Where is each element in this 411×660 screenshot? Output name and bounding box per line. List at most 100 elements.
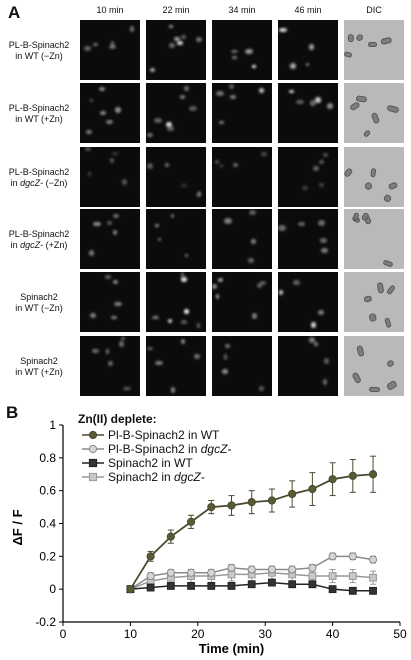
fluorescent-cell bbox=[180, 95, 186, 99]
data-point bbox=[348, 471, 357, 480]
fluorescent-cell bbox=[181, 183, 188, 188]
dic-image bbox=[344, 20, 404, 80]
fluorescent-cell bbox=[318, 183, 324, 187]
fluorescent-cell bbox=[155, 224, 159, 228]
fluorescent-cell bbox=[218, 278, 224, 282]
fluorescent-cell bbox=[278, 225, 286, 232]
fluorescent-cell bbox=[155, 360, 163, 366]
fluorescent-cell bbox=[189, 105, 198, 111]
data-point bbox=[186, 568, 196, 577]
fluorescent-cell bbox=[219, 164, 224, 168]
fluorescent-cell bbox=[180, 319, 188, 324]
bacterial-cell bbox=[368, 312, 378, 322]
fluorescent-cell bbox=[323, 152, 329, 157]
fluorescent-cell bbox=[314, 97, 321, 103]
data-point bbox=[348, 572, 357, 580]
fluorescent-cell bbox=[90, 313, 97, 318]
legend-entry: Spinach2 in dgcZ- bbox=[82, 470, 205, 484]
y-tick-label: 1 bbox=[49, 418, 56, 432]
fluorescent-cell bbox=[98, 87, 105, 91]
row-label: Spinach2 in WT (−Zn) bbox=[0, 292, 78, 314]
fluorescent-cell bbox=[311, 322, 316, 329]
column-header: 10 min bbox=[96, 5, 124, 15]
fluorescence-image bbox=[278, 20, 338, 80]
y-tick-label: 0 bbox=[49, 582, 56, 596]
data-point bbox=[308, 580, 317, 589]
data-point bbox=[368, 555, 378, 564]
data-point bbox=[288, 565, 297, 574]
fluorescent-cell bbox=[318, 310, 325, 316]
fluorescent-cell bbox=[112, 279, 118, 285]
fluorescence-image bbox=[278, 336, 338, 396]
dic-image bbox=[344, 147, 404, 207]
fluorescent-cell bbox=[251, 239, 257, 244]
fluorescence-image bbox=[146, 209, 206, 269]
data-point bbox=[368, 470, 378, 479]
fluorescent-cell bbox=[248, 209, 257, 215]
fluorescent-cell bbox=[214, 160, 219, 165]
data-point bbox=[369, 573, 377, 582]
data-point bbox=[308, 563, 317, 572]
data-point bbox=[308, 572, 317, 580]
data-point bbox=[146, 583, 155, 592]
data-point bbox=[207, 568, 216, 577]
fluorescent-cell bbox=[89, 98, 94, 102]
fluorescent-cell bbox=[232, 55, 238, 60]
fluorescent-cell bbox=[195, 192, 202, 198]
bacterial-cell bbox=[370, 167, 377, 178]
data-point bbox=[227, 563, 236, 572]
fluorescent-cell bbox=[174, 37, 180, 41]
fluorescent-cell bbox=[317, 219, 325, 226]
fluorescent-cell bbox=[157, 238, 161, 242]
strain-name: dgcZ- bbox=[20, 178, 44, 188]
column-header: DIC bbox=[366, 5, 382, 15]
bacterial-cell bbox=[383, 317, 392, 329]
fluorescent-cell bbox=[288, 89, 294, 94]
fluorescent-cell bbox=[180, 272, 185, 278]
fluorescent-cell bbox=[305, 63, 310, 67]
fluorescent-cell bbox=[251, 313, 257, 319]
legend-entry: Pl-B-Spinach2 in dgcZ- bbox=[82, 442, 231, 456]
fluorescent-cell bbox=[122, 178, 128, 185]
fluorescent-cell bbox=[229, 95, 236, 99]
row-label-line1: PL-B-Spinach2 bbox=[8, 167, 70, 177]
legend-entry: Pl-B-Spinach2 in WT bbox=[82, 428, 219, 442]
panel-a-letter: A bbox=[8, 3, 21, 22]
x-tick-label: 50 bbox=[393, 627, 407, 641]
fluorescence-image bbox=[80, 83, 140, 143]
y-tick-label: 0.6 bbox=[39, 484, 56, 498]
x-tick-label: 20 bbox=[191, 627, 205, 641]
fluorescent-cell bbox=[223, 218, 232, 224]
fluorescent-cell bbox=[150, 68, 155, 73]
fluorescence-image bbox=[212, 272, 272, 332]
bacterial-cell bbox=[344, 167, 354, 179]
data-point bbox=[267, 565, 277, 574]
fluorescent-cell bbox=[115, 106, 121, 113]
fluorescent-cell bbox=[110, 41, 115, 47]
fluorescent-cell bbox=[109, 158, 114, 163]
fluorescent-cell bbox=[112, 229, 118, 235]
fluorescence-image bbox=[278, 272, 338, 332]
fluorescent-cell bbox=[180, 34, 187, 40]
fluorescent-cell bbox=[154, 118, 162, 124]
dic-image bbox=[344, 272, 404, 332]
bacterial-cell bbox=[376, 282, 385, 295]
fluorescent-cell bbox=[261, 151, 267, 157]
fluorescent-cell bbox=[309, 337, 316, 343]
data-point bbox=[207, 581, 216, 590]
fluorescent-cell bbox=[309, 100, 317, 107]
fluorescence-image bbox=[278, 209, 338, 269]
strain-name: dgcZ- bbox=[20, 240, 44, 250]
column-header: 22 min bbox=[162, 5, 190, 15]
fluorescent-cell bbox=[177, 40, 183, 45]
fluorescent-cell bbox=[152, 315, 160, 320]
row-label-line2: in WT (+Zn) bbox=[15, 367, 63, 377]
row-label-line2: in dgcZ- (+Zn) bbox=[10, 240, 68, 250]
x-tick-label: 10 bbox=[124, 627, 138, 641]
data-point bbox=[146, 571, 155, 581]
fluorescent-cell bbox=[92, 348, 99, 354]
row-label-line1: Spinach2 bbox=[20, 356, 58, 366]
fluorescent-cell bbox=[105, 275, 111, 280]
bacterial-cell bbox=[356, 344, 366, 357]
legend-swatch bbox=[82, 458, 104, 468]
